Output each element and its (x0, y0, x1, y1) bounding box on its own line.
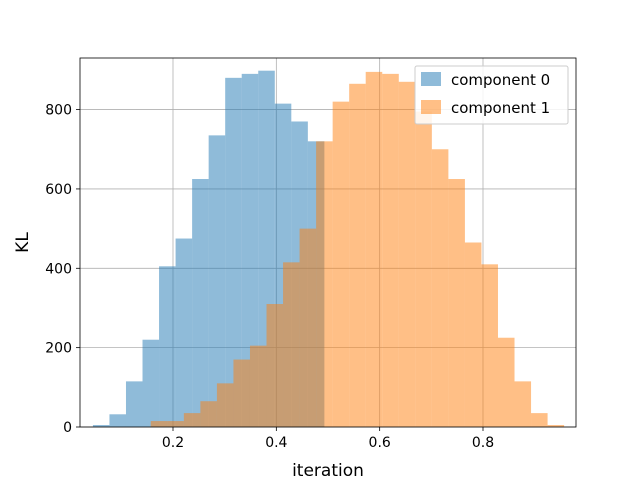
x-tick-label: 0.2 (162, 435, 184, 451)
histogram-bar (431, 149, 449, 428)
histogram-bar (299, 228, 317, 427)
histogram-bar (481, 264, 498, 427)
x-tick-label: 0.8 (472, 435, 494, 451)
histogram-bar (283, 262, 300, 427)
y-tick-label: 600 (45, 182, 72, 198)
histogram-bar (241, 73, 259, 427)
histogram-bar (192, 179, 209, 427)
y-tick-label: 800 (45, 103, 72, 119)
histogram-bar (109, 414, 126, 427)
y-tick-label: 400 (45, 261, 72, 277)
x-tick-label: 0.4 (265, 435, 287, 451)
histogram-bar (175, 238, 193, 427)
y-axis-label: KL (13, 232, 33, 253)
histogram-bar (216, 383, 234, 427)
histogram-bar (365, 71, 383, 428)
histogram-bar (382, 73, 399, 427)
histogram-bar (497, 337, 515, 427)
histogram-bar (531, 413, 548, 427)
histogram-bar (249, 345, 267, 427)
histogram-bar (92, 425, 110, 427)
bars-layer (92, 70, 565, 428)
y-tick-label: 200 (45, 341, 72, 357)
histogram-bar (125, 381, 143, 427)
x-axis-label: iteration (292, 461, 364, 480)
histogram-bar (266, 304, 284, 427)
y-tick-label: 0 (63, 420, 72, 436)
histogram-bar (514, 381, 532, 427)
histogram-bar (547, 425, 565, 427)
legend: component 0 component 1 (414, 65, 569, 125)
histogram-bar (142, 339, 160, 427)
legend-entry-label: component 1 (451, 99, 550, 117)
histogram-bar (208, 135, 226, 427)
histogram-bar (464, 242, 482, 427)
histogram-bar (415, 111, 432, 427)
x-tick-label: 0.6 (369, 435, 391, 451)
histogram-bar (183, 413, 201, 427)
histogram-bar (233, 359, 250, 427)
legend-entry-label: component 0 (451, 71, 550, 89)
series-1-bars (150, 71, 565, 428)
histogram-bar (398, 81, 416, 427)
plot-frame (79, 57, 577, 428)
histogram-bar (349, 83, 366, 428)
histogram-bar (316, 141, 333, 428)
histogram-bar (332, 101, 350, 427)
histogram-bar (159, 266, 176, 427)
legend-swatch (421, 72, 441, 86)
histogram-bar (225, 77, 242, 427)
histogram-bar (448, 179, 465, 427)
histogram-bar (200, 401, 217, 427)
legend-box (414, 65, 569, 125)
histogram-bar (150, 421, 168, 427)
histogram-bar (167, 421, 184, 427)
ticks-layer: 0.2 0.4 0.6 0.8 0 200 400 600 800 (45, 103, 494, 451)
legend-swatch (421, 100, 441, 114)
